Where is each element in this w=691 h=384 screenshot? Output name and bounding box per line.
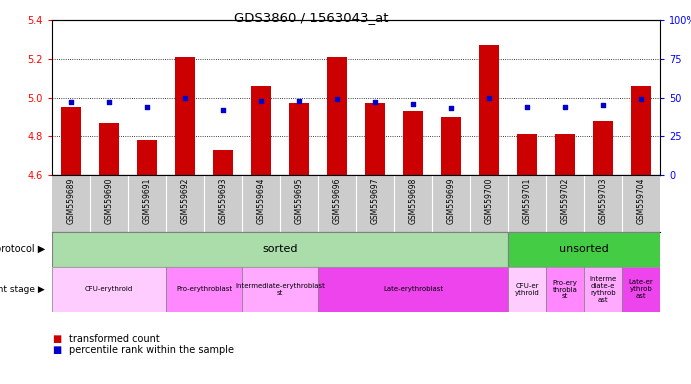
- Text: GSM559695: GSM559695: [294, 178, 303, 224]
- Text: Late-erythroblast: Late-erythroblast: [383, 286, 443, 293]
- Bar: [517, 134, 538, 175]
- Bar: [593, 121, 614, 175]
- Point: [446, 105, 457, 111]
- Text: development stage ▶: development stage ▶: [0, 285, 45, 294]
- Text: percentile rank within the sample: percentile rank within the sample: [69, 345, 234, 356]
- Bar: [99, 122, 120, 175]
- Point: [484, 94, 495, 101]
- Bar: [327, 57, 348, 175]
- Point: [408, 101, 419, 107]
- Bar: [137, 140, 158, 175]
- Text: GSM559696: GSM559696: [332, 178, 341, 224]
- Text: GSM559700: GSM559700: [484, 178, 493, 224]
- Bar: [61, 107, 82, 175]
- Bar: [318, 267, 508, 312]
- Point: [256, 98, 267, 104]
- Point: [294, 98, 305, 104]
- Text: sorted: sorted: [263, 245, 298, 255]
- Bar: [242, 267, 318, 312]
- Point: [370, 99, 381, 105]
- Text: ■: ■: [52, 334, 61, 344]
- Bar: [508, 267, 546, 312]
- Bar: [403, 111, 424, 175]
- Bar: [441, 117, 462, 175]
- Bar: [479, 45, 500, 175]
- Text: GSM559694: GSM559694: [256, 178, 265, 224]
- Bar: [622, 267, 660, 312]
- Text: GSM559703: GSM559703: [598, 178, 607, 224]
- Text: CFU-erythroid: CFU-erythroid: [85, 286, 133, 293]
- Point: [66, 99, 77, 105]
- Point: [636, 96, 647, 102]
- Point: [218, 107, 229, 113]
- Point: [332, 96, 343, 102]
- Text: ■: ■: [52, 345, 61, 356]
- Bar: [508, 232, 660, 267]
- Text: Late-er
ythrob
ast: Late-er ythrob ast: [629, 280, 654, 300]
- Bar: [52, 267, 166, 312]
- Text: Pro-erythroblast: Pro-erythroblast: [176, 286, 232, 293]
- Text: protocol ▶: protocol ▶: [0, 245, 45, 255]
- Text: CFU-er
ythroid: CFU-er ythroid: [515, 283, 540, 296]
- Text: GSM559693: GSM559693: [218, 178, 227, 224]
- Point: [104, 99, 115, 105]
- Text: GSM559697: GSM559697: [370, 178, 379, 224]
- Bar: [584, 267, 622, 312]
- Bar: [175, 57, 196, 175]
- Bar: [166, 267, 242, 312]
- Point: [598, 102, 609, 108]
- Text: GDS3860 / 1563043_at: GDS3860 / 1563043_at: [234, 12, 388, 25]
- Text: GSM559704: GSM559704: [636, 178, 645, 224]
- Point: [180, 94, 191, 101]
- Text: GSM559689: GSM559689: [66, 178, 75, 224]
- Text: Intermediate-erythroblast
st: Intermediate-erythroblast st: [235, 283, 325, 296]
- Text: transformed count: transformed count: [69, 334, 160, 344]
- Bar: [555, 134, 576, 175]
- Bar: [251, 86, 272, 175]
- Text: Pro-ery
throbla
st: Pro-ery throbla st: [553, 280, 578, 300]
- Text: unsorted: unsorted: [559, 245, 609, 255]
- Point: [522, 104, 533, 110]
- Bar: [213, 150, 234, 175]
- Text: Interme
diate-e
rythrob
ast: Interme diate-e rythrob ast: [589, 276, 616, 303]
- Bar: [546, 267, 584, 312]
- Point: [142, 104, 153, 110]
- Text: GSM559698: GSM559698: [408, 178, 417, 224]
- Bar: [52, 232, 508, 267]
- Text: GSM559702: GSM559702: [560, 178, 569, 224]
- Bar: [365, 103, 386, 175]
- Text: GSM559690: GSM559690: [104, 178, 113, 224]
- Bar: [289, 103, 310, 175]
- Text: GSM559692: GSM559692: [180, 178, 189, 224]
- Text: GSM559691: GSM559691: [142, 178, 151, 224]
- Text: GSM559699: GSM559699: [446, 178, 455, 224]
- Text: GSM559701: GSM559701: [522, 178, 531, 224]
- Bar: [631, 86, 652, 175]
- Point: [560, 104, 571, 110]
